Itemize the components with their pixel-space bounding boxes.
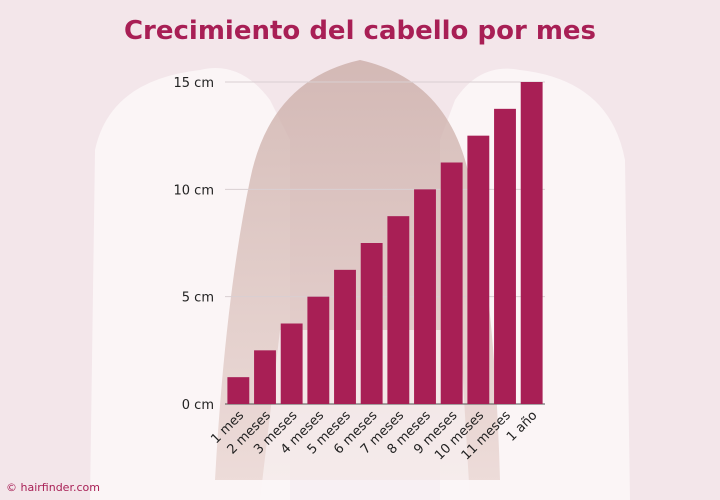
bar — [520, 82, 543, 404]
y-tick-label: 10 cm — [174, 183, 215, 198]
bar — [440, 162, 463, 404]
y-tick-label: 15 cm — [174, 76, 215, 91]
bar — [280, 323, 303, 404]
bar — [467, 135, 490, 404]
credit-text: © hairfinder.com — [6, 481, 100, 494]
bar — [307, 296, 330, 404]
bar — [387, 216, 410, 404]
y-tick-label: 0 cm — [182, 398, 214, 413]
x-tick-label: 1 año — [504, 408, 540, 444]
bar — [494, 108, 516, 404]
bar — [254, 350, 276, 404]
bar — [360, 243, 383, 404]
bar — [227, 377, 250, 404]
chart-title: Crecimiento del cabello por mes — [123, 16, 597, 46]
bar — [334, 269, 356, 404]
y-tick-label: 5 cm — [182, 291, 214, 306]
bar — [414, 189, 436, 404]
